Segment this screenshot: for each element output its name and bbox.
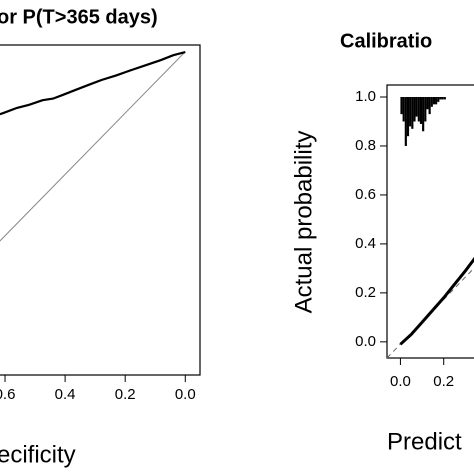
distribution-bar — [402, 96, 405, 122]
distribution-bar — [432, 96, 436, 105]
reference-diagonal — [0, 51, 186, 242]
distribution-bar — [406, 96, 410, 137]
distribution-bar — [417, 96, 420, 122]
x-axis-label: ecificity — [0, 441, 76, 468]
y-tick-label: 0.2 — [355, 284, 376, 301]
distribution-bar — [441, 96, 444, 100]
y-tick-label: 0.6 — [355, 186, 376, 203]
y-axis-label: Actual probability — [290, 131, 317, 314]
distribution-bar — [409, 96, 412, 127]
plot-frame — [386, 84, 474, 359]
distribution-bar — [422, 96, 425, 132]
distribution-bar — [413, 96, 416, 122]
distribution-bar — [400, 96, 403, 115]
distribution-bar — [426, 96, 429, 110]
distribution-bar — [424, 96, 427, 122]
y-tick-label: 0.8 — [355, 137, 376, 154]
distribution-bar — [415, 96, 418, 117]
chart-title: or P(T>365 days) — [0, 6, 158, 28]
distribution-bar — [439, 96, 442, 100]
x-tick-label: 0.4 — [55, 386, 76, 403]
x-tick-label: 0.2 — [115, 386, 136, 403]
distribution-bar — [443, 96, 446, 100]
roc-curve — [0, 51, 186, 116]
distribution-bar — [411, 96, 414, 129]
distribution-bar — [437, 96, 440, 102]
x-axis-label: Predict — [387, 428, 462, 455]
y-tick-label: 1.0 — [355, 88, 376, 105]
distribution-bar — [430, 96, 433, 107]
distribution-bar — [404, 96, 407, 146]
distribution-bar — [419, 96, 423, 124]
x-tick-label: 0.2 — [433, 373, 454, 390]
y-tick-label: 0.0 — [355, 333, 376, 350]
x-tick-label: 0.6 — [0, 386, 15, 403]
calibration-curve — [399, 256, 474, 346]
distribution-bar — [428, 96, 431, 115]
chart-title: Calibratio — [340, 30, 432, 52]
distribution-bar — [435, 96, 438, 105]
x-tick-label: 0.0 — [175, 386, 196, 403]
y-tick-label: 0.4 — [355, 235, 376, 252]
x-tick-label: 0.0 — [390, 373, 411, 390]
plot-frame — [0, 44, 201, 376]
